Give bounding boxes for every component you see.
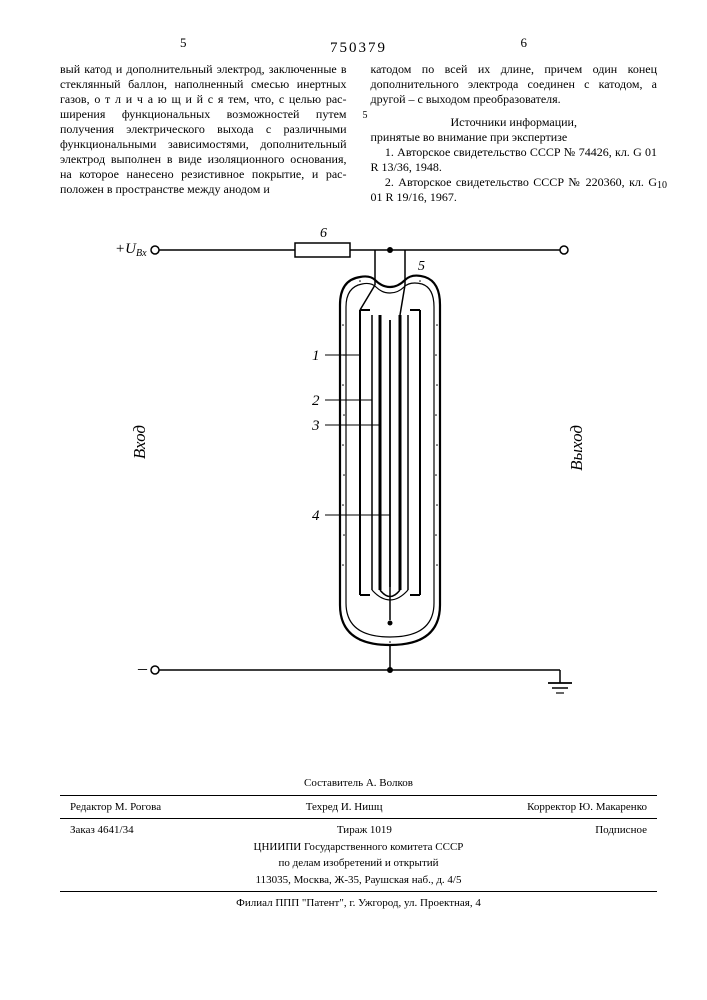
minus-label: – (137, 658, 148, 678)
order: Заказ 4641/34 (70, 822, 134, 839)
right-column: 5 10 катодом по всей их длине, причем од… (371, 62, 658, 205)
label-vyhod: Выход (567, 425, 587, 471)
line-num-10: 10 (657, 180, 667, 193)
col-num-right: 6 (521, 35, 528, 51)
editor: Редактор М. Рогова (70, 799, 161, 816)
label-5: 5 (418, 259, 425, 274)
branch: Филиал ППП "Патент", г. Ужгород, ул. Про… (60, 895, 657, 912)
electrodes (360, 285, 420, 626)
subscription: Подписное (595, 822, 647, 839)
ref1: 1. Авторское свидетельство СССР № 74426,… (371, 145, 658, 175)
org2: по делам изобретений и открытий (60, 855, 657, 872)
label-3: 3 (311, 418, 320, 434)
body-text-right-p1: катодом по всей их длине, причем один ко… (371, 62, 658, 107)
text-columns: вый катод и дополнительный электрод, за­… (60, 62, 657, 205)
tehred: Техред И. Нишц (306, 799, 383, 816)
label-1: 1 (312, 348, 320, 364)
label-vhod: Вход (130, 425, 150, 459)
label-2: 2 (312, 393, 320, 409)
terminal-in-bottom (151, 666, 159, 674)
org1: ЦНИИПИ Государственного комитета СССР (60, 839, 657, 856)
ref2: 2. Авторское свидетельство СССР № 220360… (371, 175, 658, 205)
resistor (295, 243, 350, 257)
addr: 113035, Москва, Ж-35, Раушская наб., д. … (60, 872, 657, 889)
terminal-in-top (151, 246, 159, 254)
corrector: Корректор Ю. Макаренко (527, 799, 647, 816)
compiler: Составитель А. Волков (60, 775, 657, 792)
line-num-5: 5 (363, 110, 368, 123)
callouts: 1 2 3 4 (311, 348, 390, 524)
footer: Составитель А. Волков Редактор М. Рогова… (60, 775, 657, 912)
label-6: 6 (320, 226, 327, 241)
body-text-left: вый катод и дополнительный электрод, за­… (60, 62, 347, 196)
col-num-left: 5 (180, 35, 187, 51)
terminal-out-top (560, 246, 568, 254)
label-4: 4 (312, 508, 320, 524)
input-label: +UBx (115, 241, 147, 259)
patent-page: 5 750379 6 вый катод и дополнительный эл… (0, 0, 707, 1000)
sources-head: Источники информации, (371, 115, 658, 130)
sources-sub: принятые во внимание при экспертизе (371, 130, 658, 145)
left-column: вый катод и дополнительный электрод, за­… (60, 62, 347, 205)
figure: Вход Выход +UBx 6 5 (60, 225, 657, 705)
patent-number: 750379 (60, 40, 657, 57)
tirage: Тираж 1019 (337, 822, 392, 839)
